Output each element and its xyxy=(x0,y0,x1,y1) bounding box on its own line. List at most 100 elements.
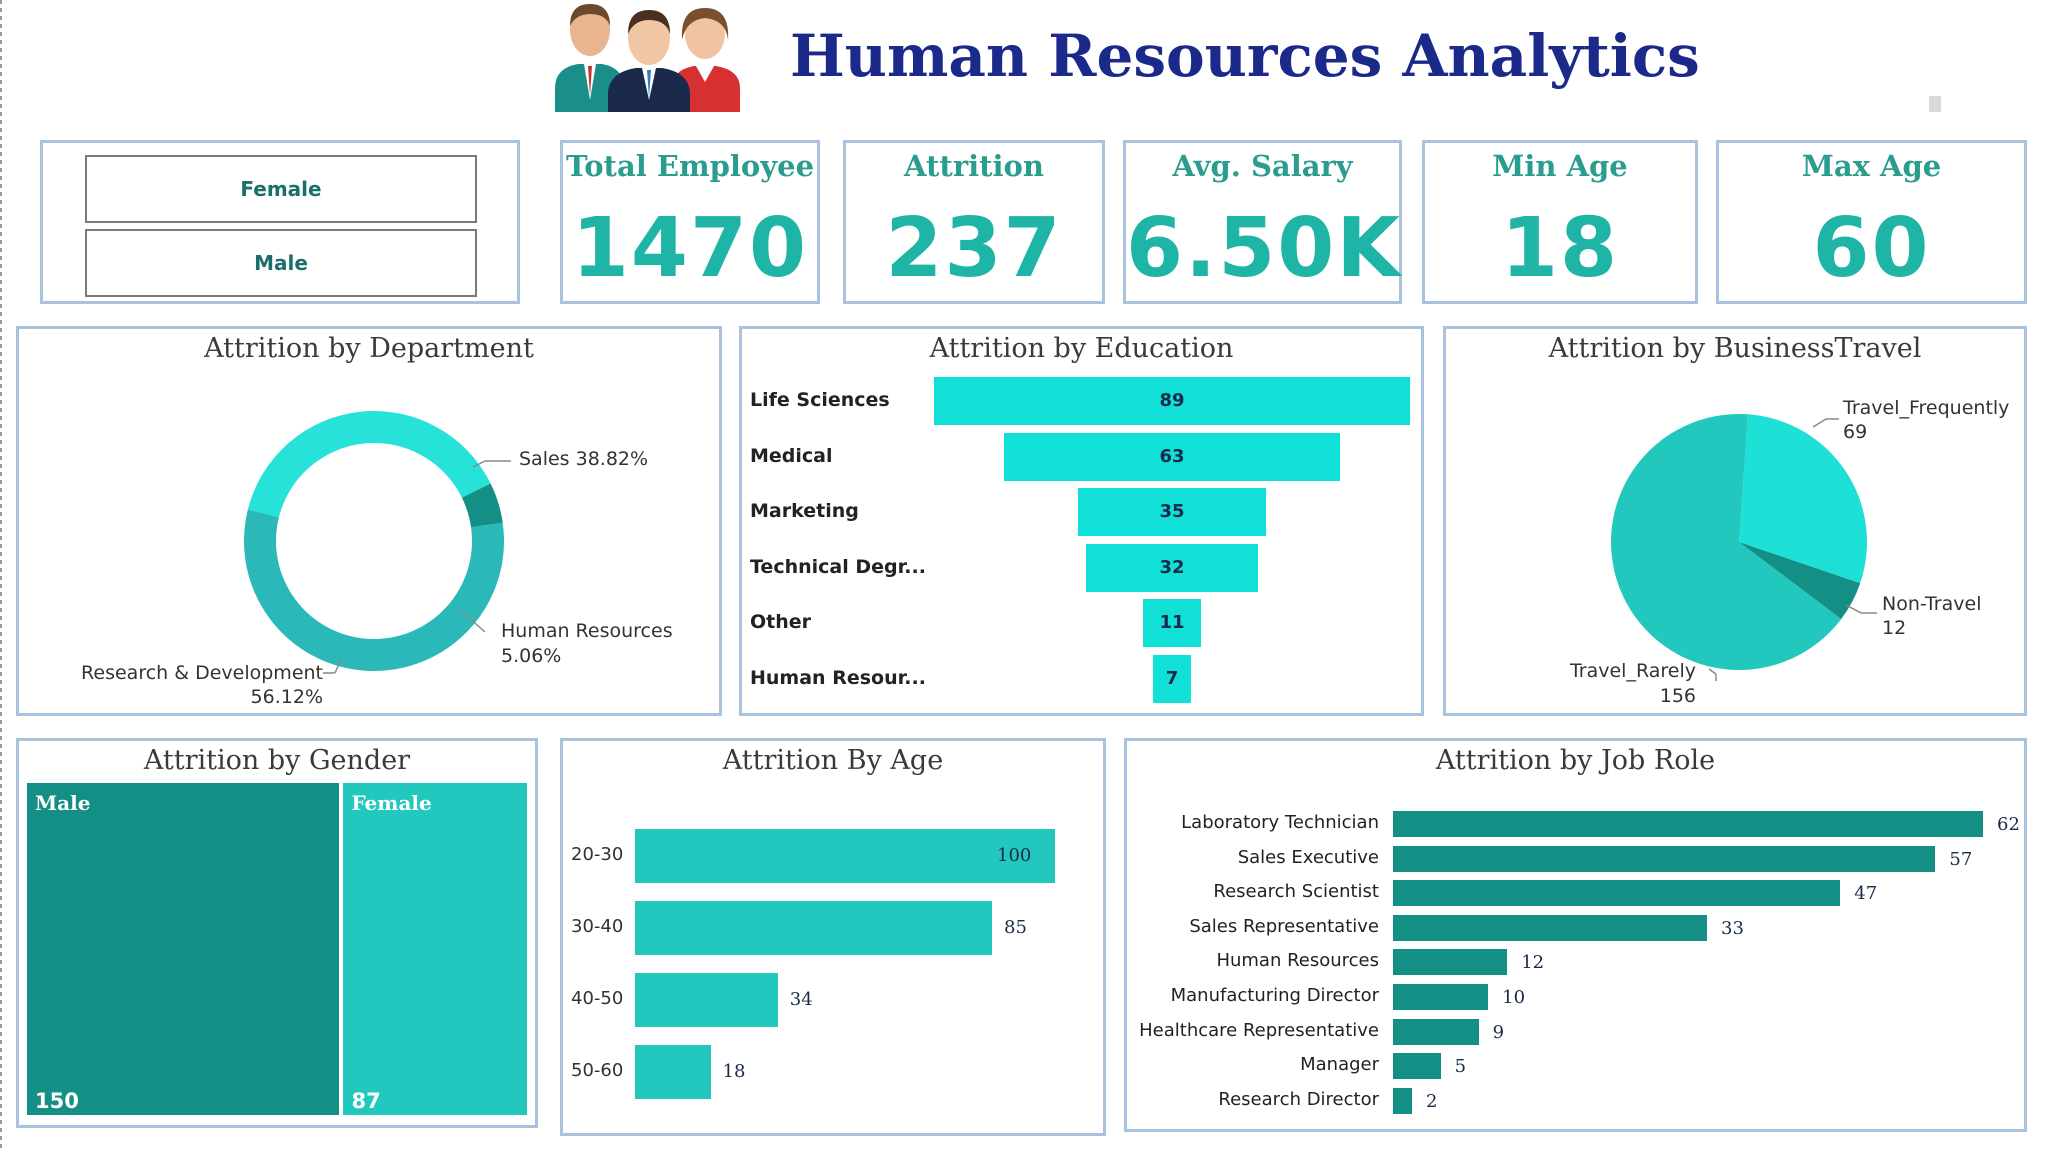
funnel-value-label: 35 xyxy=(1159,501,1185,522)
funnel-value-label: 89 xyxy=(1159,390,1185,411)
donut-label-sales: Sales 38.82% xyxy=(519,448,649,470)
funnel-bar[interactable]: 32 xyxy=(1086,543,1258,592)
job-role-bar[interactable] xyxy=(1393,949,1508,976)
funnel-bar[interactable]: 11 xyxy=(1142,599,1202,647)
chart-title: Attrition by BusinessTravel xyxy=(1548,333,1922,364)
business-travel-pie-chart xyxy=(1611,414,1877,681)
funnel-bar[interactable]: 35 xyxy=(1078,488,1266,536)
donut-slice-research-development[interactable] xyxy=(244,509,505,671)
job-role-bar[interactable] xyxy=(1393,811,1983,837)
age-value-label: 85 xyxy=(1004,917,1027,938)
kpi-min-age: Min Age 18 xyxy=(1422,140,1698,304)
job-role-bar[interactable] xyxy=(1393,880,1841,907)
funnel-value-label: 63 xyxy=(1159,445,1185,467)
donut-slice-sales[interactable] xyxy=(247,411,491,518)
kpi-value: 237 xyxy=(885,201,1063,296)
donut-slice-human-resources[interactable] xyxy=(461,483,503,528)
department-panel: Attrition by Department Sales 38.82% Hum… xyxy=(16,326,722,716)
department-donut-chart xyxy=(244,411,511,674)
pie-value-non-travel: 12 xyxy=(1882,617,1907,639)
job-role-label: Research Scientist xyxy=(1213,881,1379,903)
age-category-label: 30-40 xyxy=(571,916,624,937)
funnel-category-label: Technical Degr... xyxy=(750,555,926,578)
job-role-label: Sales Executive xyxy=(1237,846,1379,868)
donut-label-hr-pct: 5.06% xyxy=(501,645,562,667)
gender-slicer: Female Male xyxy=(40,140,520,304)
treemap-tile-female[interactable]: Female 87 xyxy=(343,783,527,1115)
job-role-value-label: 5 xyxy=(1454,1056,1467,1078)
treemap-tile-male[interactable]: Male 150 xyxy=(27,783,340,1115)
kpi-title: Avg. Salary xyxy=(1172,149,1353,183)
job-role-value-label: 9 xyxy=(1492,1021,1505,1043)
funnel-value-label: 11 xyxy=(1159,612,1185,633)
job-role-bar[interactable] xyxy=(1393,1018,1479,1045)
job-role-value-label: 12 xyxy=(1521,952,1545,974)
education-panel: Attrition by Education Life Sciences 89 Me… xyxy=(739,326,1424,716)
age-value-label: 34 xyxy=(789,989,813,1010)
job-role-label: Research Director xyxy=(1218,1088,1379,1110)
donut-label-rd-pct: 56.12% xyxy=(250,686,323,708)
age-category-label: 50-60 xyxy=(571,1060,624,1081)
funnel-bar[interactable]: 89 xyxy=(934,377,1410,425)
funnel-bar[interactable]: 7 xyxy=(1153,654,1191,703)
funnel-value-label: 7 xyxy=(1165,667,1179,689)
job-role-bar[interactable] xyxy=(1393,984,1489,1010)
slicer-option-female[interactable]: Female xyxy=(85,155,477,223)
treemap-label: Female xyxy=(351,791,432,815)
pie-value-travel-frequently: 69 xyxy=(1843,421,1868,443)
job-role-panel: Attrition by Job Role Laboratory Technic… xyxy=(1124,738,2027,1132)
kpi-title: Min Age xyxy=(1492,149,1628,183)
job-role-value-label: 2 xyxy=(1426,1090,1438,1112)
age-value-label: 18 xyxy=(722,1061,746,1082)
pie-value-travel-rarely: 156 xyxy=(1659,685,1696,707)
age-category-label: 40-50 xyxy=(571,988,624,1009)
funnel-category-label: Life Sciences xyxy=(750,389,890,411)
job-role-label: Sales Representative xyxy=(1189,915,1379,937)
page-left-border xyxy=(0,0,2,1152)
kpi-value: 60 xyxy=(1812,201,1931,296)
business-travel-panel: Attrition by BusinessTravel Travel_Frequ… xyxy=(1443,326,2027,716)
age-category-label: 20-30 xyxy=(571,844,624,865)
funnel-bar[interactable]: 63 xyxy=(1003,432,1341,481)
pie-label-non-travel: Non-Travel xyxy=(1882,593,1982,615)
donut-label-rd: Research & Development xyxy=(81,662,323,684)
kpi-attrition: Attrition 237 xyxy=(843,140,1105,304)
pie-slice-travel-frequently[interactable] xyxy=(1739,414,1867,584)
funnel-category-label: Other xyxy=(750,611,812,633)
age-bar[interactable] xyxy=(635,829,1055,883)
job-role-value-label: 62 xyxy=(1997,814,2020,835)
donut-label-hr: Human Resources xyxy=(501,620,673,642)
job-role-bar[interactable] xyxy=(1393,1053,1441,1080)
slicer-option-male[interactable]: Male xyxy=(85,229,477,297)
kpi-value: 1470 xyxy=(571,201,809,296)
chart-title: Attrition by Education xyxy=(929,333,1234,364)
chart-title: Attrition by Department xyxy=(204,333,534,364)
job-role-value-label: 33 xyxy=(1721,917,1744,939)
kpi-value: 6.50K xyxy=(1126,201,1402,296)
job-role-value-label: 10 xyxy=(1502,987,1526,1008)
job-role-bar[interactable] xyxy=(1393,845,1936,872)
age-bar[interactable] xyxy=(635,973,778,1027)
job-role-value-label: 57 xyxy=(1949,848,1973,870)
age-value-label: 100 xyxy=(997,845,1032,866)
kpi-title: Attrition xyxy=(904,149,1044,183)
age-bar[interactable] xyxy=(635,1045,711,1099)
pie-label-travel-frequently: Travel_Frequently xyxy=(1843,397,2010,419)
kpi-avg-salary: Avg. Salary 6.50K xyxy=(1123,140,1402,304)
chart-title: Attrition by Gender xyxy=(143,745,411,776)
chart-title: Attrition by Job Role xyxy=(1435,745,1716,776)
pie-slice-travel-rarely[interactable] xyxy=(1611,414,1842,670)
job-role-label: Human Resources xyxy=(1216,950,1379,972)
kpi-max-age: Max Age 60 xyxy=(1716,140,2027,304)
gender-panel: Attrition by Gender Male 150 Female 87 xyxy=(16,738,538,1128)
scroll-indicator[interactable] xyxy=(1929,96,1941,112)
age-panel: Attrition By Age 20-30 100 30-40 85 40-50 34 5… xyxy=(560,738,1106,1136)
funnel-category-label: Medical xyxy=(750,444,833,467)
pie-slice-non-travel[interactable] xyxy=(1739,542,1861,620)
age-bar[interactable] xyxy=(635,901,992,955)
job-role-bar[interactable] xyxy=(1393,914,1708,941)
job-role-bar[interactable] xyxy=(1393,1087,1413,1114)
chart-title: Attrition By Age xyxy=(722,745,944,776)
pie-label-travel-rarely: Travel_Rarely xyxy=(1569,660,1696,682)
funnel-value-label: 32 xyxy=(1159,556,1185,578)
